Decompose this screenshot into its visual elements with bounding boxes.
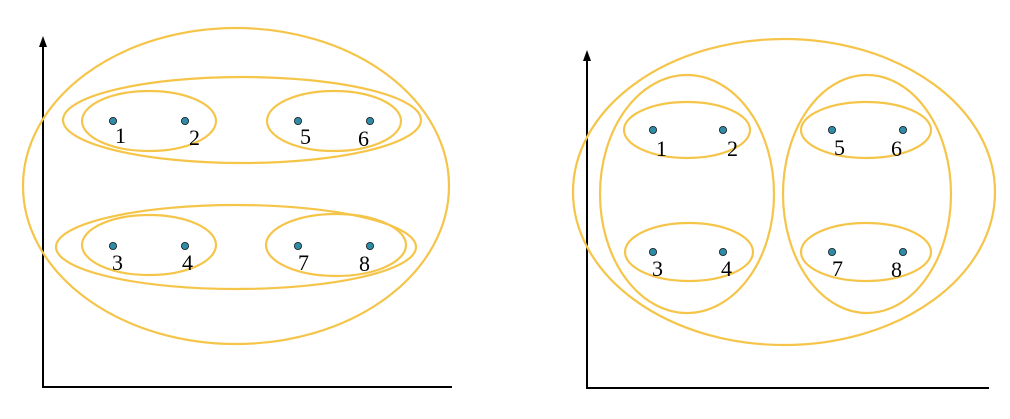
right-cluster-7-8 — [799, 221, 933, 283]
right-cluster-left-column — [598, 73, 776, 315]
left-point-6 — [365, 117, 374, 126]
right-label-7: 7 — [832, 256, 843, 281]
left-cluster-7-8 — [264, 212, 408, 278]
right-point-6 — [899, 126, 908, 135]
right-point-5 — [828, 126, 837, 135]
left-point-2 — [180, 117, 189, 126]
left-label-6: 6 — [358, 126, 369, 151]
left-cluster-1-2 — [80, 89, 218, 153]
left-label-2: 2 — [189, 125, 200, 150]
right-label-6: 6 — [891, 136, 902, 161]
right-y-axis-arrow-icon — [583, 50, 591, 61]
right-point-4 — [719, 247, 728, 256]
left-label-3: 3 — [112, 250, 123, 275]
left-label-7: 7 — [298, 250, 309, 275]
right-label-8: 8 — [891, 257, 902, 282]
right-labels: 1 2 5 6 3 4 7 8 — [652, 135, 902, 282]
right-cluster-1-2 — [622, 100, 752, 160]
left-labels: 1 2 5 6 3 4 7 8 — [112, 123, 370, 276]
left-cluster-3-4 — [80, 213, 218, 277]
right-point-1 — [649, 126, 658, 135]
left-point-4 — [180, 241, 189, 250]
left-y-axis-arrow-icon — [39, 36, 47, 47]
right-label-2: 2 — [727, 136, 738, 161]
right-diagram: 1 2 5 6 3 4 7 8 — [571, 37, 997, 389]
right-cluster-all — [571, 37, 997, 347]
right-point-3 — [649, 247, 658, 256]
left-point-1 — [109, 117, 118, 126]
right-cluster-5-6 — [799, 100, 933, 160]
right-point-7 — [828, 247, 837, 256]
left-cluster-all — [21, 26, 451, 346]
right-points — [649, 126, 908, 256]
left-point-8 — [365, 241, 374, 250]
right-cluster-right-column — [781, 73, 953, 315]
left-point-5 — [293, 117, 302, 126]
left-label-1: 1 — [115, 123, 126, 148]
right-point-2 — [719, 126, 728, 135]
left-clusters — [21, 26, 451, 346]
left-label-4: 4 — [182, 250, 193, 275]
left-label-8: 8 — [359, 251, 370, 276]
left-cluster-bottom-row — [54, 203, 418, 291]
right-cluster-3-4 — [623, 221, 755, 283]
left-cluster-5-6 — [265, 89, 403, 153]
left-label-5: 5 — [300, 124, 311, 149]
right-label-3: 3 — [652, 256, 663, 281]
right-label-1: 1 — [656, 136, 667, 161]
right-point-8 — [899, 247, 908, 256]
left-points — [109, 117, 374, 250]
left-diagram: 1 2 5 6 3 4 7 8 — [21, 26, 452, 388]
left-cluster-top-row — [61, 75, 423, 165]
left-point-7 — [293, 241, 302, 250]
right-clusters — [571, 37, 997, 347]
left-point-3 — [109, 241, 118, 250]
right-label-5: 5 — [834, 135, 845, 160]
right-label-4: 4 — [721, 256, 732, 281]
